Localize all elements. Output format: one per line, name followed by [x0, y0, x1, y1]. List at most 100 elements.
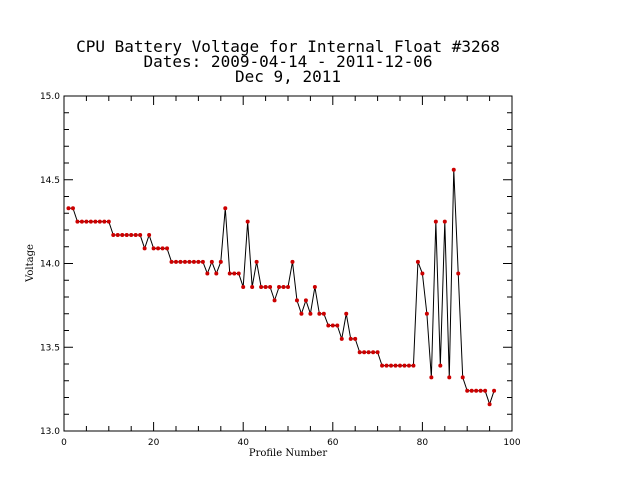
y-tick-label: 13.0 — [40, 427, 60, 437]
data-point — [214, 271, 219, 276]
data-point — [308, 311, 313, 316]
data-point — [147, 233, 152, 238]
data-point — [124, 233, 129, 238]
data-point — [259, 284, 264, 289]
data-point — [277, 284, 282, 289]
data-point — [384, 363, 389, 368]
data-point — [254, 259, 259, 264]
data-point — [79, 219, 84, 224]
data-point — [406, 363, 411, 368]
data-point — [339, 336, 344, 341]
axis-ticks — [63, 95, 513, 432]
title-line-1: CPU Battery Voltage for Internal Float #… — [76, 37, 500, 56]
data-point — [160, 246, 165, 251]
data-point — [263, 284, 268, 289]
data-point — [317, 311, 322, 316]
chart-title: CPU Battery Voltage for Internal Float #… — [76, 37, 500, 86]
data-point — [321, 311, 326, 316]
y-tick-label: 15.0 — [40, 92, 60, 102]
data-point — [169, 259, 174, 264]
y-tick-label: 13.5 — [40, 343, 60, 353]
data-point — [330, 323, 335, 328]
data-point — [366, 350, 371, 355]
data-point — [357, 350, 362, 355]
x-tick-label: 0 — [61, 438, 67, 448]
voltage-line — [68, 169, 495, 406]
x-tick-label: 20 — [148, 438, 160, 448]
x-tick-label: 60 — [327, 438, 339, 448]
data-point — [299, 311, 304, 316]
data-point — [380, 363, 385, 368]
data-point — [447, 375, 452, 380]
data-point — [106, 219, 111, 224]
data-point — [393, 363, 398, 368]
data-point — [348, 336, 353, 341]
data-point — [303, 298, 308, 303]
data-point — [209, 259, 214, 264]
data-point — [438, 363, 443, 368]
data-point — [245, 219, 250, 224]
data-point — [335, 323, 340, 328]
data-point — [286, 284, 290, 289]
data-point — [389, 363, 394, 368]
data-point — [429, 375, 434, 380]
x-tick-label: 40 — [237, 438, 249, 448]
data-point — [187, 259, 192, 264]
data-point — [398, 363, 402, 368]
y-tick-label: 14.0 — [40, 260, 60, 270]
data-point — [424, 311, 429, 316]
data-point — [174, 259, 178, 264]
data-point — [93, 219, 98, 224]
data-point — [97, 219, 102, 224]
data-point — [362, 350, 367, 355]
data-point — [344, 311, 349, 316]
data-point — [272, 298, 277, 303]
data-point — [451, 167, 456, 172]
data-point — [111, 233, 116, 238]
data-point — [478, 388, 483, 393]
data-point — [268, 284, 273, 289]
data-point — [456, 271, 461, 276]
data-point — [460, 375, 465, 380]
data-point — [120, 233, 125, 238]
data-point — [66, 206, 71, 211]
data-point — [129, 233, 134, 238]
data-point — [182, 259, 187, 264]
data-point — [191, 259, 196, 264]
y-axis-label: Voltage — [25, 244, 36, 283]
data-point — [290, 259, 295, 264]
data-point — [142, 246, 147, 251]
x-tick-label: 100 — [503, 438, 520, 448]
data-point — [442, 219, 447, 224]
voltage-series — [66, 167, 497, 407]
data-point — [353, 336, 358, 341]
data-point — [433, 219, 438, 224]
data-point — [492, 388, 497, 393]
data-point — [415, 259, 420, 264]
data-point — [223, 206, 228, 211]
data-point — [115, 233, 120, 238]
data-point — [250, 284, 255, 289]
data-point — [133, 233, 138, 238]
data-point — [88, 219, 93, 224]
data-point — [138, 233, 143, 238]
data-point — [102, 219, 107, 224]
data-point — [232, 271, 237, 276]
data-point — [70, 206, 75, 211]
data-point — [326, 323, 331, 328]
data-point — [236, 271, 241, 276]
data-point — [375, 350, 380, 355]
data-point — [411, 363, 416, 368]
data-point — [483, 388, 488, 393]
data-point — [200, 259, 205, 264]
data-point — [281, 284, 286, 289]
data-point — [420, 271, 425, 276]
data-point — [156, 246, 161, 251]
title-line-3: Dec 9, 2011 — [235, 67, 341, 86]
data-point — [178, 259, 183, 264]
data-point — [227, 271, 232, 276]
data-point — [196, 259, 201, 264]
tick-labels: 0 20 40 60 80 100 13.0 13.5 14.0 14.5 15.0 — [40, 92, 521, 448]
y-tick-label: 14.5 — [40, 176, 60, 186]
data-point — [469, 388, 474, 393]
